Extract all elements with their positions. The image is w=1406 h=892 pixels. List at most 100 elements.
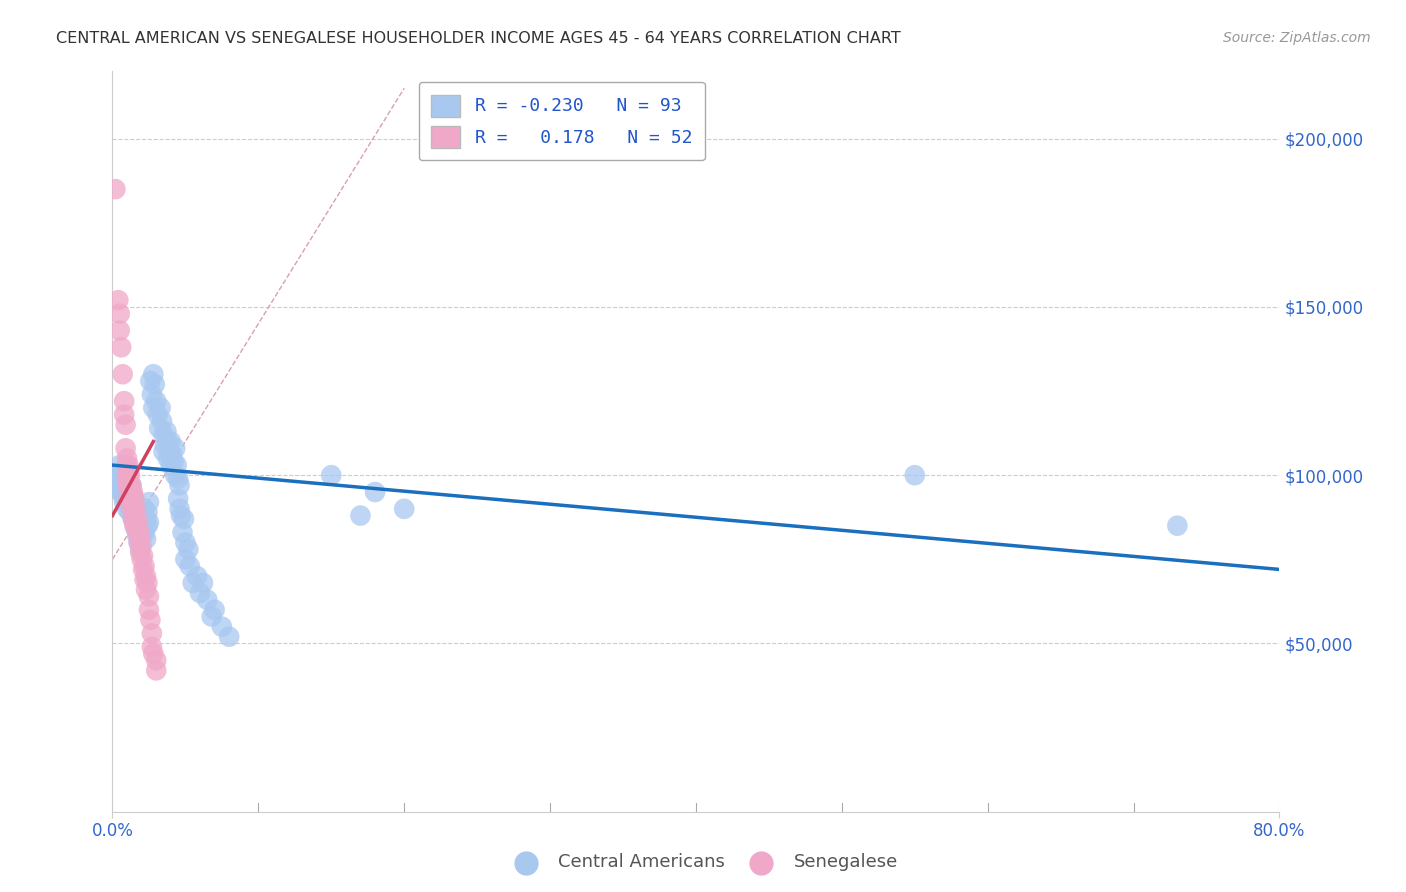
Point — [179, 559, 201, 574]
Point — [122, 488, 145, 502]
Point — [111, 488, 134, 502]
Point — [135, 569, 157, 583]
Point — [108, 482, 131, 496]
Point — [156, 451, 179, 466]
Point — [111, 471, 134, 485]
Point — [120, 501, 142, 516]
Point — [132, 518, 155, 533]
Point — [124, 491, 146, 506]
Point — [120, 491, 142, 506]
Point — [141, 640, 163, 654]
Point — [110, 485, 132, 500]
Point — [135, 582, 157, 597]
Point — [139, 374, 162, 388]
Point — [114, 468, 136, 483]
Point — [120, 478, 142, 492]
Point — [134, 525, 156, 540]
Point — [129, 529, 152, 543]
Point — [201, 609, 224, 624]
Point — [170, 508, 193, 523]
Point — [162, 448, 184, 462]
Point — [145, 664, 167, 678]
Point — [195, 592, 218, 607]
Point — [132, 562, 155, 576]
Point — [321, 468, 343, 483]
Point — [173, 512, 195, 526]
Point — [157, 444, 180, 458]
Point — [135, 512, 157, 526]
Point — [181, 575, 204, 590]
Point — [149, 401, 172, 415]
Point — [165, 468, 187, 483]
Point — [115, 451, 138, 466]
Point — [107, 475, 129, 489]
Point — [204, 603, 226, 617]
Point — [129, 542, 152, 557]
Point — [138, 516, 160, 530]
Point — [128, 535, 150, 549]
Point — [125, 516, 148, 530]
Point — [124, 505, 146, 519]
Point — [117, 468, 139, 483]
Point — [114, 491, 136, 506]
Point — [107, 293, 129, 308]
Point — [117, 491, 139, 506]
Point — [111, 368, 134, 382]
Point — [122, 512, 145, 526]
Point — [129, 546, 152, 560]
Point — [115, 461, 138, 475]
Point — [124, 495, 146, 509]
Text: CENTRAL AMERICAN VS SENEGALESE HOUSEHOLDER INCOME AGES 45 - 64 YEARS CORRELATION: CENTRAL AMERICAN VS SENEGALESE HOUSEHOLD… — [56, 31, 901, 46]
Point — [114, 417, 136, 432]
Point — [191, 575, 214, 590]
Point — [127, 529, 149, 543]
Point — [134, 559, 156, 574]
Point — [128, 535, 150, 549]
Legend: Central Americans, Senegalese: Central Americans, Senegalese — [501, 847, 905, 879]
Point — [152, 444, 174, 458]
Point — [124, 518, 146, 533]
Point — [135, 532, 157, 546]
Point — [120, 499, 142, 513]
Point — [138, 495, 160, 509]
Point — [108, 458, 131, 472]
Point — [122, 485, 145, 500]
Point — [160, 458, 183, 472]
Point — [115, 475, 138, 489]
Point — [122, 499, 145, 513]
Point — [128, 522, 150, 536]
Point — [904, 468, 927, 483]
Point — [132, 549, 155, 563]
Point — [131, 529, 153, 543]
Point — [118, 491, 141, 506]
Point — [125, 501, 148, 516]
Point — [141, 387, 163, 401]
Point — [142, 368, 165, 382]
Point — [134, 573, 156, 587]
Point — [118, 468, 141, 483]
Point — [118, 478, 141, 492]
Point — [138, 590, 160, 604]
Point — [114, 442, 136, 456]
Point — [211, 619, 233, 633]
Point — [115, 482, 138, 496]
Point — [1166, 518, 1188, 533]
Point — [177, 542, 200, 557]
Point — [152, 427, 174, 442]
Point — [186, 569, 208, 583]
Point — [160, 434, 183, 449]
Point — [364, 485, 387, 500]
Point — [218, 630, 240, 644]
Point — [141, 626, 163, 640]
Point — [349, 508, 371, 523]
Point — [128, 516, 150, 530]
Point — [118, 505, 141, 519]
Point — [136, 518, 159, 533]
Point — [174, 535, 197, 549]
Point — [136, 505, 159, 519]
Legend: R = -0.230   N = 93, R =   0.178   N = 52: R = -0.230 N = 93, R = 0.178 N = 52 — [419, 82, 704, 161]
Point — [108, 324, 131, 338]
Point — [392, 501, 416, 516]
Point — [127, 512, 149, 526]
Point — [115, 458, 138, 472]
